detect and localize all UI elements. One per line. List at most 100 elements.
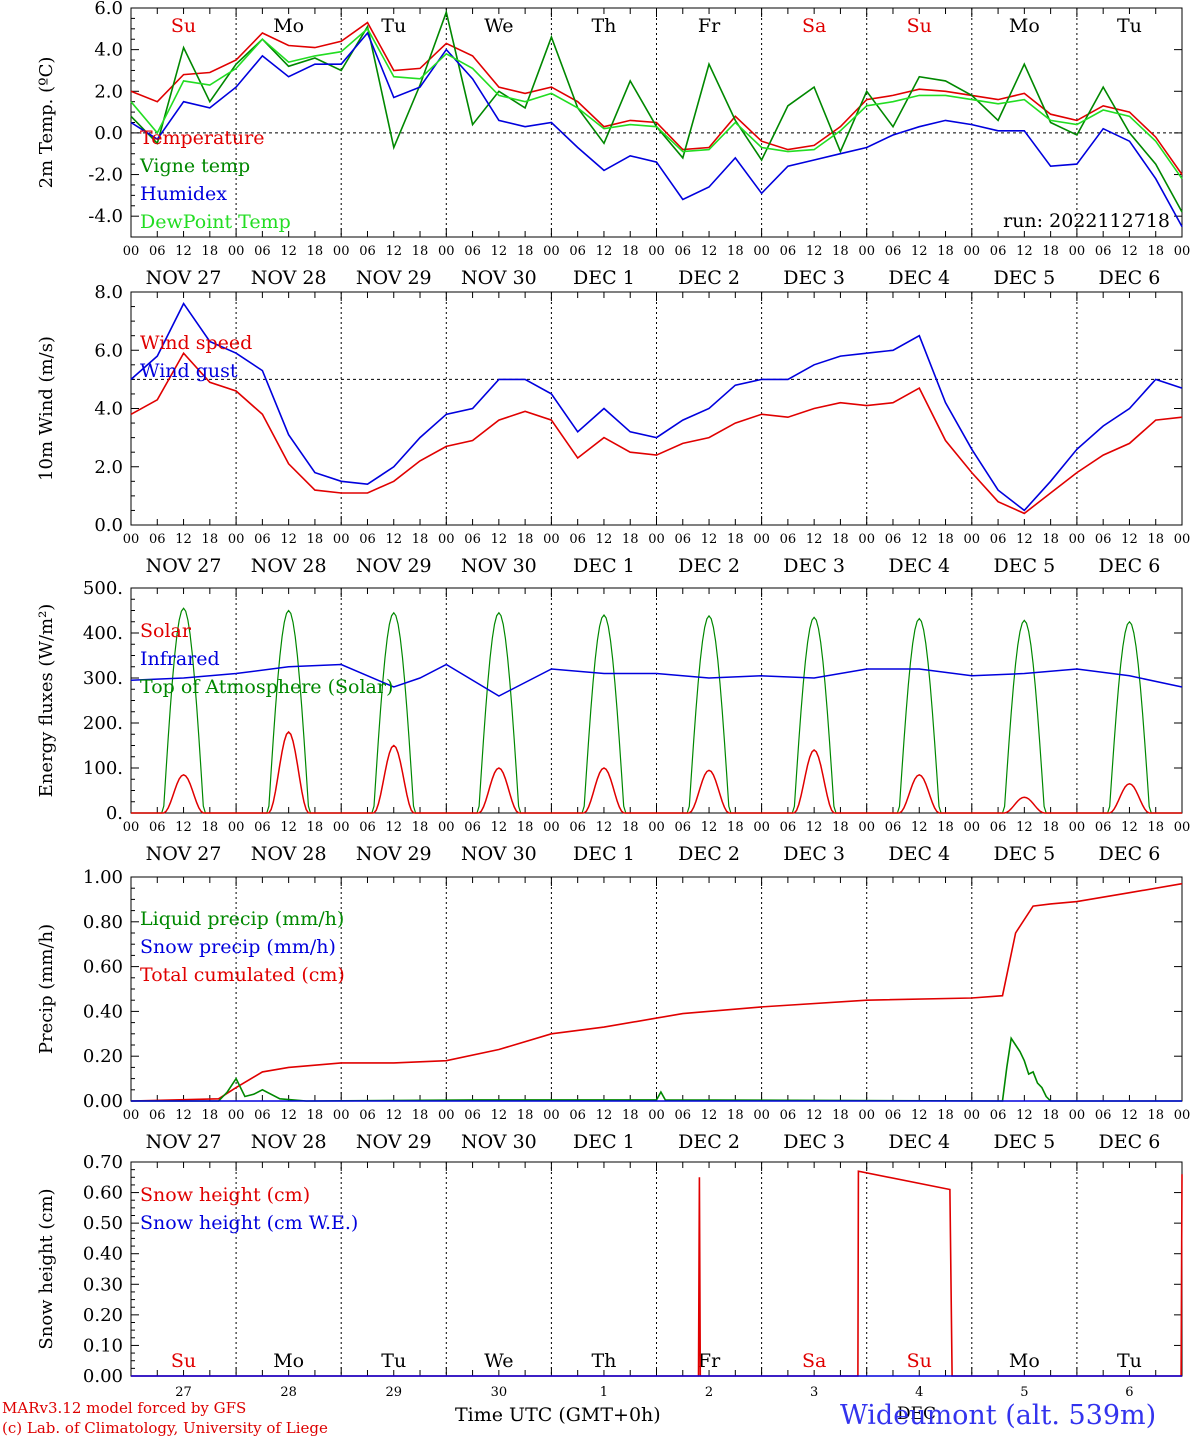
hour-tick-label: 06 [149,244,166,259]
date-label: DEC 2 [678,843,740,865]
hour-tick-label: 00 [1174,1108,1191,1123]
y-tick-label: 500. [83,578,123,599]
hour-tick-label: 06 [675,1108,692,1123]
weekday-label: Sa [802,1350,826,1372]
y-tick-label: 1.00 [83,867,123,888]
hour-tick-label: 00 [543,532,560,547]
date-label: NOV 27 [146,555,222,577]
legend-entry: Total cumulated (cm) [140,964,345,986]
hour-tick-label: 06 [359,244,376,259]
hour-tick-label: 00 [123,1108,140,1123]
hour-tick-label: 18 [1147,532,1164,547]
date-label: DEC 3 [783,555,845,577]
date-label: DEC 6 [1099,1131,1161,1153]
chart-panel-2: 8.0 6.0 4.0 2.0 0.0 10m Wind (m/s) 00 06 12 18 00 0… [36,282,1190,577]
hour-tick-label: 18 [1042,532,1059,547]
hour-tick-label: 12 [1121,1108,1138,1123]
hour-tick-label: 18 [412,244,429,259]
day-number-label: 30 [491,1385,508,1400]
hour-tick-label: 12 [806,1108,823,1123]
hour-tick-label: 18 [937,1108,954,1123]
hour-tick-label: 00 [753,820,770,835]
y-tick-label: 4.0 [94,40,123,61]
hour-tick-label: 06 [990,244,1007,259]
day-number-label: 29 [385,1385,402,1400]
weekday-label: We [484,1350,513,1372]
legend-entry: Snow height (cm W.E.) [140,1212,358,1234]
date-label: NOV 28 [251,267,327,289]
y-tick-label: 6.0 [94,340,123,361]
hour-tick-label: 12 [701,244,718,259]
hour-tick-label: 12 [280,244,297,259]
hour-tick-label: 18 [412,532,429,547]
y-tick-label: 0.60 [83,1183,123,1204]
hour-tick-label: 18 [202,1108,219,1123]
date-label: DEC 5 [993,843,1055,865]
date-label: NOV 28 [251,1131,327,1153]
hour-tick-label: 18 [307,1108,324,1123]
hour-tick-label: 18 [202,244,219,259]
hour-tick-label: 06 [1095,820,1112,835]
toa-solar-line [971,619,1077,814]
weekday-label: Tu [1117,15,1142,37]
toa-solar-line [551,613,657,814]
hour-tick-label: 06 [569,820,586,835]
hour-tick-label: 06 [1095,532,1112,547]
legend-entry: Humidex [140,183,227,205]
hour-tick-label: 12 [911,532,928,547]
y-tick-label: 0.70 [83,1152,123,1173]
hour-tick-label: 12 [806,820,823,835]
hour-tick-label: 18 [517,820,534,835]
date-label: DEC 5 [993,267,1055,289]
hour-tick-label: 00 [228,244,245,259]
hour-tick-label: 18 [202,532,219,547]
solar-line [236,730,342,814]
hour-tick-label: 12 [911,1108,928,1123]
series-line [130,31,1183,227]
date-label: NOV 30 [461,267,537,289]
hour-tick-label: 12 [175,1108,192,1123]
hour-tick-label: 06 [254,244,271,259]
date-label: NOV 30 [461,843,537,865]
hour-tick-label: 00 [333,244,350,259]
hour-tick-label: 18 [517,1108,534,1123]
hour-tick-label: 00 [438,532,455,547]
hour-tick-label: 00 [648,532,665,547]
day-number-label: 27 [175,1385,192,1400]
hour-tick-label: 18 [622,820,639,835]
hour-tick-label: 12 [596,244,613,259]
hour-tick-label: 06 [990,1108,1007,1123]
day-number-label: 3 [810,1385,818,1400]
hour-tick-label: 00 [123,532,140,547]
hour-tick-label: 18 [727,532,744,547]
hour-tick-label: 06 [464,820,481,835]
date-label: DEC 2 [678,267,740,289]
date-label: NOV 30 [461,1131,537,1153]
hour-tick-label: 12 [596,1108,613,1123]
hour-tick-label: 06 [1095,1108,1112,1123]
toa-solar-line [341,611,447,814]
toa-solar-line [656,614,762,814]
y-tick-label: 0.10 [83,1335,123,1356]
hour-tick-label: 00 [333,820,350,835]
date-label: DEC 3 [783,1131,845,1153]
hour-tick-label: 00 [228,532,245,547]
weekday-label: Su [171,1350,196,1372]
hour-tick-label: 00 [1069,1108,1086,1123]
hour-tick-label: 12 [806,532,823,547]
date-label: DEC 5 [993,555,1055,577]
series-line [130,882,1183,1102]
date-label: NOV 30 [461,555,537,577]
hour-tick-label: 00 [438,1108,455,1123]
hour-tick-label: 12 [911,244,928,259]
hour-tick-label: 12 [911,820,928,835]
date-label: DEC 2 [678,555,740,577]
series-line [130,9,1183,213]
hour-tick-label: 00 [1069,244,1086,259]
hour-tick-label: 00 [123,244,140,259]
hour-tick-label: 18 [727,1108,744,1123]
hour-tick-label: 06 [149,532,166,547]
hour-tick-label: 06 [359,532,376,547]
hour-tick-label: 06 [359,1108,376,1123]
